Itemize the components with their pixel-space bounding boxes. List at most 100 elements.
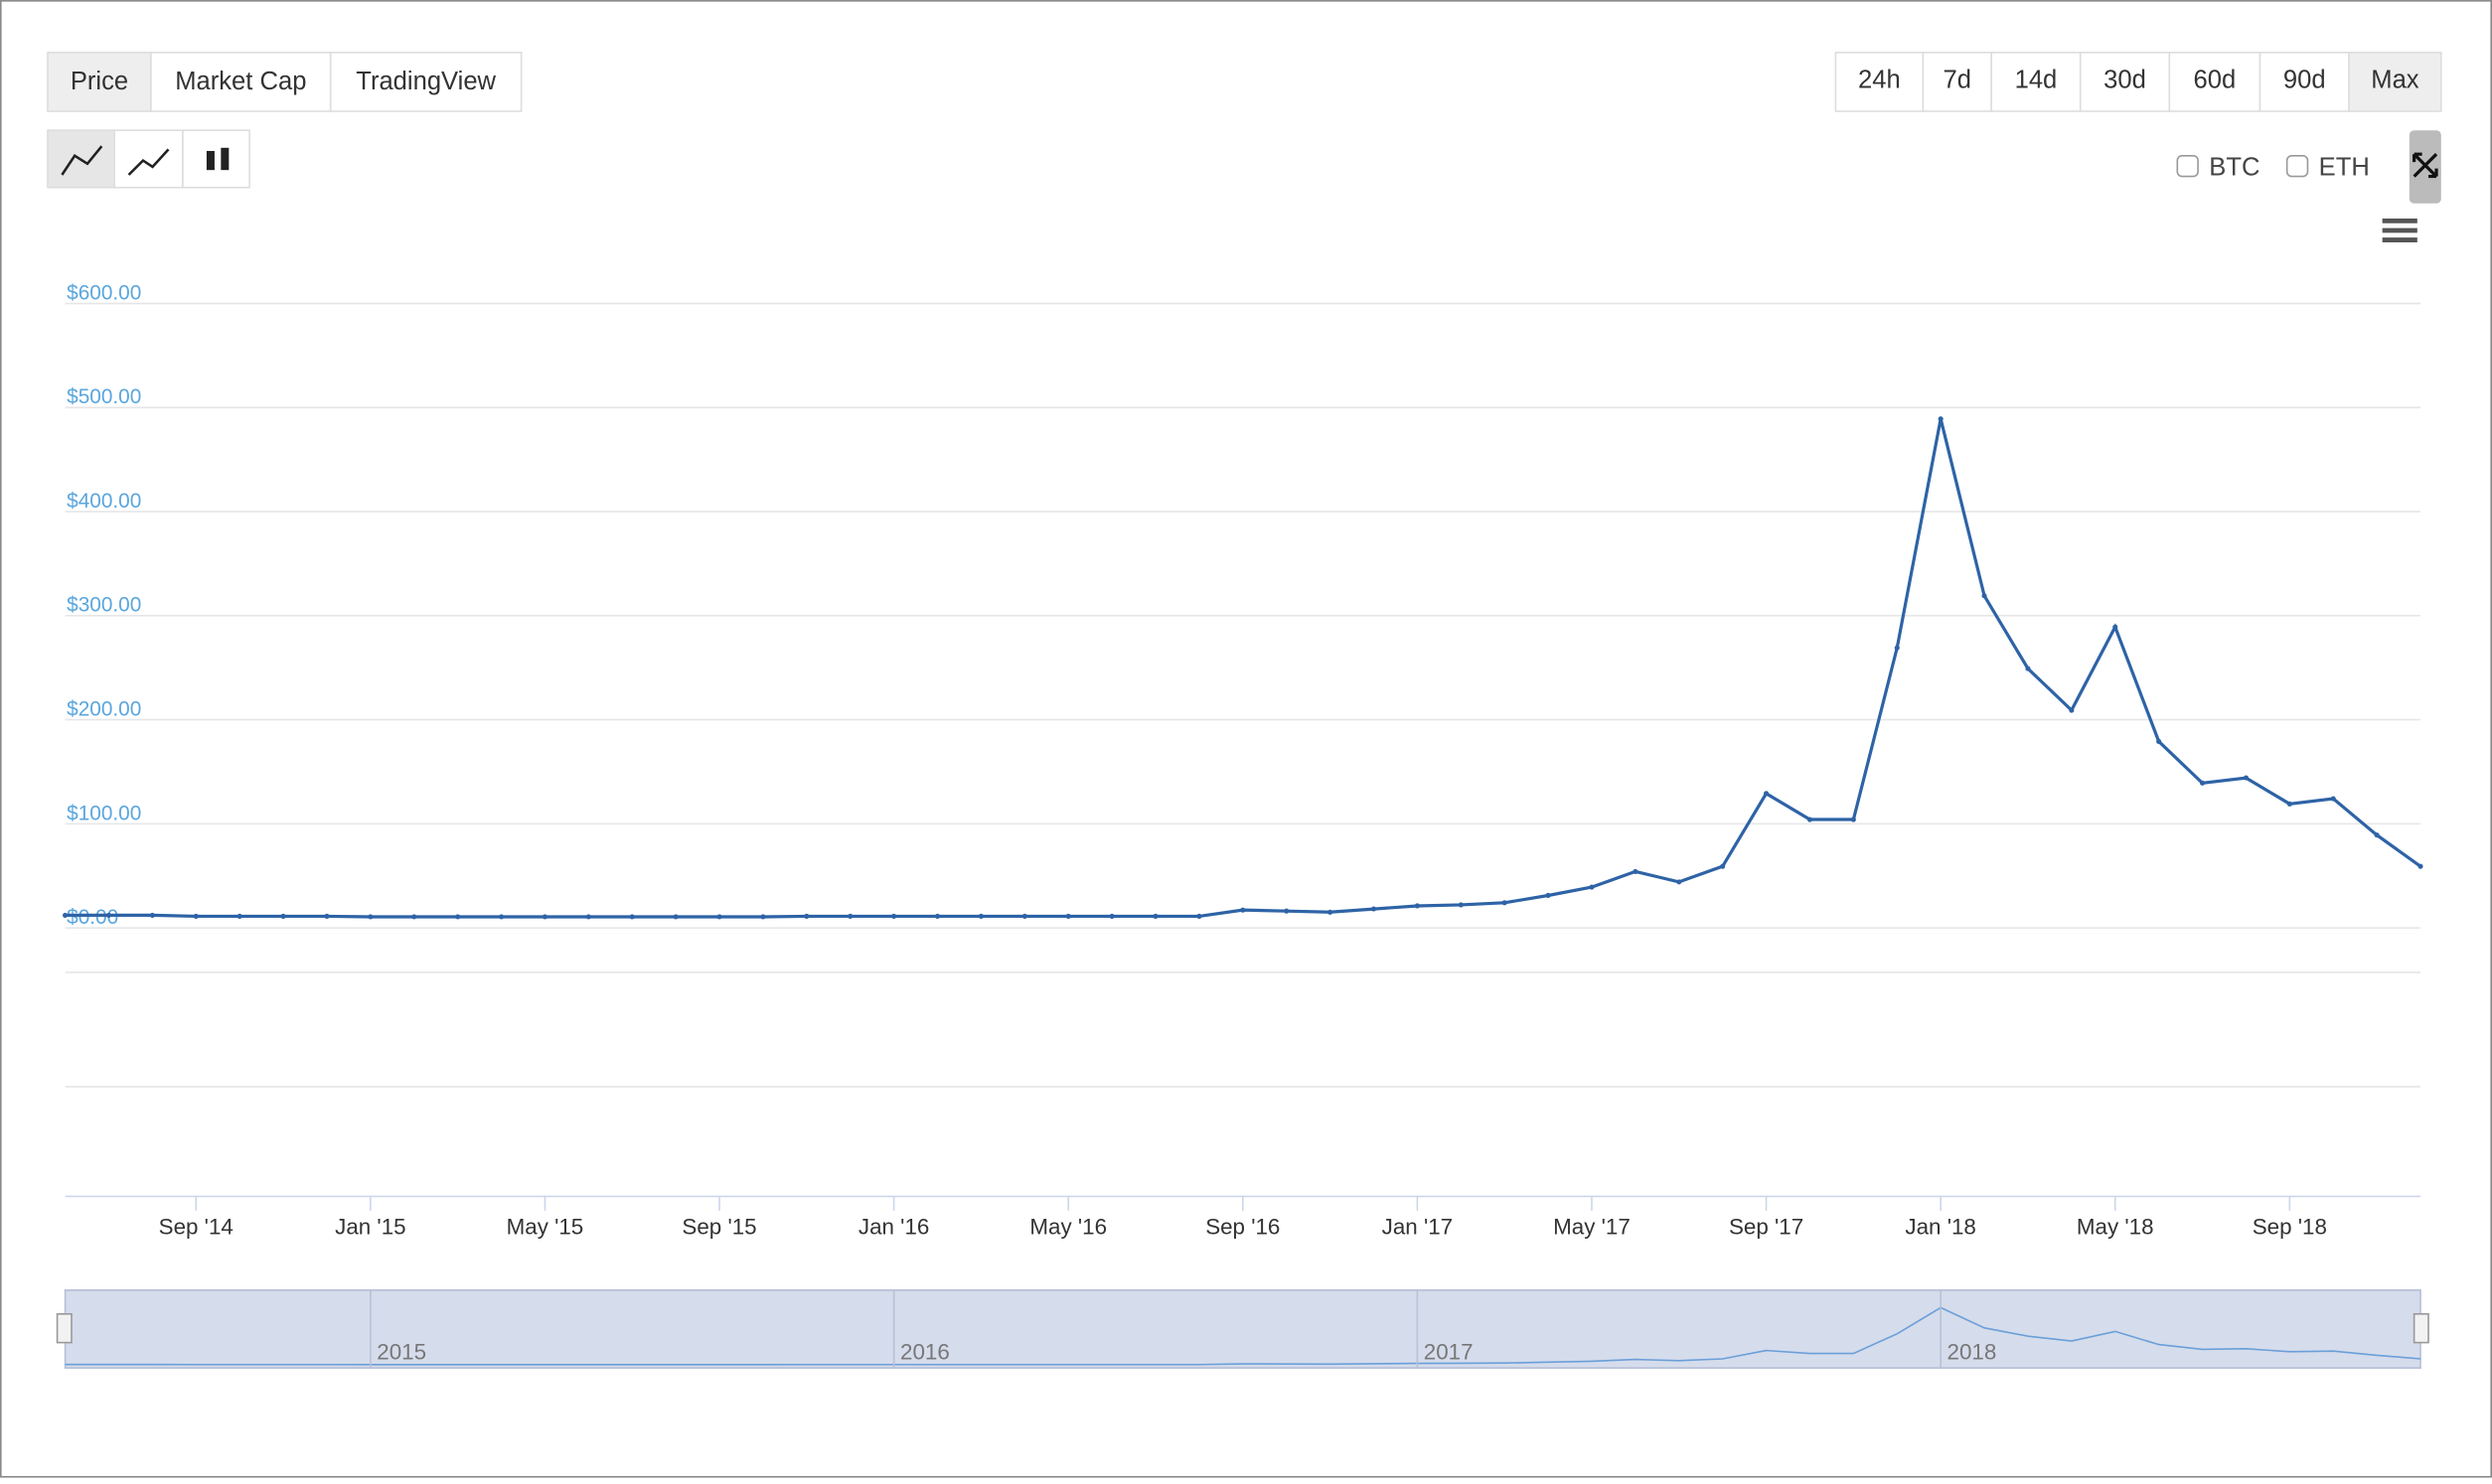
navigator-handle[interactable] (56, 1313, 73, 1344)
range-button[interactable]: 7d (1922, 52, 1992, 112)
x-tick-label: Jan '17 (1382, 1214, 1453, 1239)
icon (2413, 152, 2438, 179)
candle-button[interactable] (182, 129, 250, 189)
price-point (193, 913, 199, 920)
price-point (149, 912, 155, 918)
range-button[interactable]: 90d (2258, 52, 2350, 112)
icon (206, 150, 215, 171)
price-point (542, 914, 548, 920)
price-point (1109, 913, 1115, 920)
y-tick-label: $200.00 (67, 697, 141, 720)
x-tick-label: May '16 (1029, 1214, 1107, 1239)
compare-toggles: BTC ETH (2176, 153, 2370, 181)
price-point (1764, 791, 1770, 797)
range-button[interactable]: 14d (1990, 52, 2082, 112)
price-point (1458, 902, 1464, 908)
price-point (1284, 908, 1290, 914)
tab-bg (329, 52, 523, 112)
range-button[interactable]: Max (2348, 52, 2442, 112)
chart-type-buttons (47, 129, 250, 189)
range-label: 60d (2194, 66, 2237, 93)
y-tick-label: $400.00 (67, 490, 141, 513)
price-point (891, 913, 897, 920)
price-point (105, 912, 112, 918)
price-point (236, 913, 242, 920)
x-tick-label: Sep '18 (2253, 1214, 2327, 1239)
range-bar: 24h 7d 14d 30d 60d 90d Max (1834, 52, 2442, 112)
plot: $0.00 $100.00 $200.00 $300.00 $400.00 $500.00… (63, 281, 2423, 1239)
price-point (673, 914, 679, 920)
icon (61, 145, 103, 176)
price-point (848, 913, 854, 920)
price-point (1196, 913, 1202, 920)
x-tick-label: Sep '17 (1729, 1214, 1803, 1239)
price-point (2112, 624, 2118, 630)
price-point (411, 914, 417, 920)
range-bg (2168, 52, 2261, 112)
checkbox[interactable] (2285, 154, 2309, 178)
icon (127, 148, 170, 176)
navigator-line (65, 1306, 2421, 1366)
price-point (2199, 780, 2206, 786)
price-point (1327, 909, 1333, 915)
checkbox[interactable] (2176, 154, 2199, 178)
tab[interactable]: Market Cap (150, 52, 332, 112)
price-point (1545, 892, 1551, 899)
navigator-label: 2015 (377, 1340, 426, 1365)
range-bg (1922, 52, 1992, 112)
range-label: 24h (1858, 66, 1901, 93)
price-point (2330, 796, 2336, 802)
tab-bg (150, 52, 332, 112)
tab-bg (47, 52, 152, 112)
tab-label: Price (71, 68, 128, 95)
checkbox-label: BTC (2209, 153, 2259, 181)
range-button[interactable]: 60d (2168, 52, 2261, 112)
navigator[interactable] (64, 1289, 2421, 1369)
navigator-content: 2015 2016 2017 2018 (65, 1289, 2421, 1369)
area-button[interactable] (113, 129, 184, 189)
price-point (1633, 868, 1638, 874)
range-bg (2079, 52, 2171, 112)
price-point (2156, 738, 2162, 744)
price-point (1938, 416, 1944, 422)
range-label: 14d (2015, 66, 2058, 93)
price-point (1240, 907, 1246, 913)
price-point (1676, 879, 1682, 885)
navigator-handle[interactable] (2413, 1313, 2429, 1344)
price-point (978, 913, 984, 920)
x-tick-label: Jan '18 (1905, 1214, 1975, 1239)
range-button[interactable]: 30d (2079, 52, 2171, 112)
price-point (455, 914, 461, 920)
x-tick-label: May '18 (2077, 1214, 2154, 1239)
x-tick-label: Jan '15 (335, 1214, 405, 1239)
price-point (324, 913, 330, 920)
price-point (804, 913, 810, 920)
price-point (760, 914, 766, 920)
price-point (63, 912, 69, 918)
x-tick-label: Sep '15 (682, 1214, 756, 1239)
price-point (368, 914, 374, 920)
tab-label: Market Cap (175, 68, 306, 95)
price-point (716, 914, 722, 920)
tab[interactable]: TradingView (329, 52, 523, 112)
y-tick-label: $300.00 (67, 594, 141, 617)
menu-button[interactable] (2382, 218, 2417, 242)
navigator-label: 2018 (1947, 1340, 1997, 1365)
price-point (1021, 913, 1027, 920)
y-tick-label: $500.00 (67, 385, 141, 408)
price-point (1501, 900, 1507, 906)
tab[interactable]: Price (47, 52, 152, 112)
checkbox-label: ETH (2319, 153, 2370, 181)
price-point (1589, 884, 1595, 890)
range-button[interactable]: 24h (1834, 52, 1925, 112)
price-point (2417, 863, 2423, 869)
navigator-label: 2017 (1424, 1340, 1474, 1365)
price-point (498, 914, 505, 920)
y-tick-label: $600.00 (67, 281, 141, 304)
range-bg (2258, 52, 2350, 112)
price-point (280, 913, 286, 920)
y-tick-label: $0.00 (67, 906, 118, 929)
range-bg (2348, 52, 2442, 112)
price-point (1065, 913, 1071, 920)
